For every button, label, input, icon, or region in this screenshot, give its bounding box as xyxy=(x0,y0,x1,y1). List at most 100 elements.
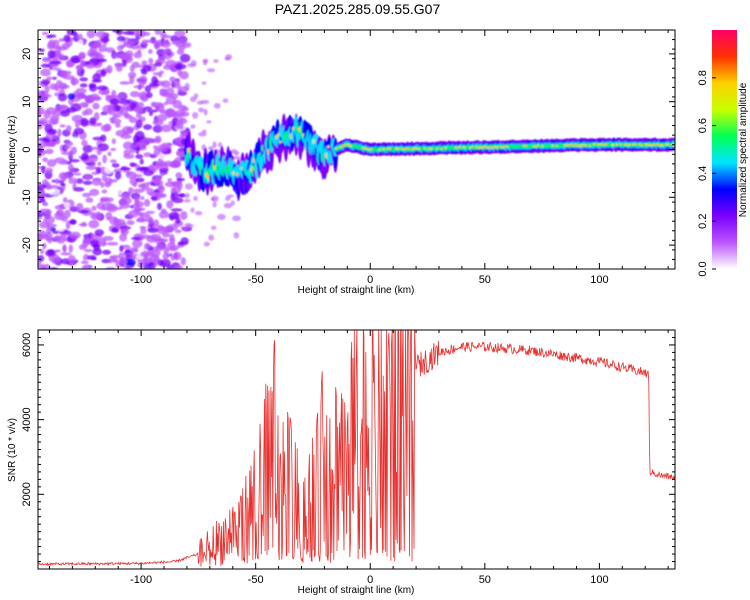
noise-blob xyxy=(102,249,111,255)
noise-blob xyxy=(97,122,103,126)
noise-blob xyxy=(210,225,217,230)
noise-blob xyxy=(100,69,107,76)
noise-blob xyxy=(129,75,135,85)
noise-blob xyxy=(97,161,102,166)
noise-blob xyxy=(68,244,74,253)
noise-blob xyxy=(102,241,107,246)
noise-blob xyxy=(166,242,176,249)
noise-blob xyxy=(139,225,147,230)
spectrogram-xlabel: Height of straight line (km) xyxy=(298,285,415,296)
noise-blob xyxy=(73,127,85,135)
noise-blob xyxy=(115,190,123,196)
noise-blob xyxy=(81,139,88,147)
noise-blob xyxy=(233,232,240,239)
noise-blob xyxy=(39,197,46,203)
noise-blob xyxy=(113,168,123,174)
noise-blob xyxy=(120,227,129,236)
noise-blob xyxy=(144,242,151,250)
noise-blob xyxy=(80,117,89,127)
snr-frame xyxy=(37,329,676,570)
noise-blob xyxy=(158,168,169,172)
noise-blob xyxy=(174,79,181,86)
noise-blob xyxy=(166,200,174,209)
noise-blob xyxy=(179,131,185,139)
noise-blob xyxy=(163,101,169,106)
noise-blob xyxy=(70,77,80,86)
spectrogram-ytick-label: 10 xyxy=(21,96,33,108)
noise-blob xyxy=(169,233,175,242)
noise-blob xyxy=(208,234,215,241)
noise-blob xyxy=(137,212,143,217)
noise-blob xyxy=(125,249,131,254)
noise-blob xyxy=(85,165,98,170)
noise-blob xyxy=(88,219,100,229)
noise-blob xyxy=(223,202,232,209)
noise-blob xyxy=(44,85,50,93)
noise-blob xyxy=(58,104,67,110)
noise-blob xyxy=(154,135,162,144)
noise-blob xyxy=(57,128,62,138)
noise-blob xyxy=(142,64,152,72)
noise-blob xyxy=(177,90,187,96)
noise-blob xyxy=(171,80,176,89)
noise-blob xyxy=(156,202,162,211)
snr-xlabel: Height of straight line (km) xyxy=(298,585,415,596)
spectrogram-xtick-label: 0 xyxy=(367,274,373,286)
noise-blob xyxy=(72,187,85,192)
noise-blob xyxy=(45,167,54,174)
noise-blob xyxy=(114,171,122,180)
noise-blob xyxy=(38,183,47,190)
noise-blob xyxy=(162,232,170,238)
noise-blob xyxy=(152,124,163,133)
noise-blob xyxy=(133,174,143,178)
noise-blob xyxy=(93,243,101,251)
noise-blob xyxy=(59,69,69,79)
noise-blob xyxy=(126,220,135,226)
noise-blob xyxy=(212,141,217,149)
noise-blob xyxy=(180,226,188,230)
noise-blob xyxy=(160,80,171,89)
noise-blob xyxy=(154,30,161,36)
noise-blob xyxy=(77,33,83,39)
noise-blob xyxy=(98,89,110,96)
noise-blob xyxy=(72,177,77,186)
noise-blob xyxy=(119,233,128,242)
noise-blob xyxy=(124,50,134,58)
noise-blob xyxy=(203,108,208,116)
noise-blob xyxy=(136,167,148,172)
noise-blob xyxy=(66,161,72,165)
noise-blob xyxy=(224,196,231,201)
noise-blob xyxy=(92,177,102,181)
noise-blob xyxy=(230,200,235,207)
noise-blob xyxy=(69,159,80,163)
noise-blob xyxy=(180,237,189,246)
noise-blob xyxy=(180,257,187,266)
noise-blob xyxy=(193,93,199,99)
noise-blob xyxy=(48,188,60,196)
noise-blob xyxy=(121,58,128,68)
noise-blob xyxy=(89,117,97,125)
snr-ytick-label: 6000 xyxy=(21,333,33,357)
noise-blob xyxy=(62,244,67,253)
noise-blob xyxy=(154,79,159,84)
noise-blob xyxy=(115,259,128,265)
noise-blob xyxy=(179,71,189,80)
noise-blob xyxy=(164,181,177,188)
noise-blob xyxy=(184,223,192,227)
noise-blob xyxy=(58,53,65,61)
noise-blob xyxy=(134,130,145,140)
noise-blob xyxy=(38,137,50,142)
noise-blob xyxy=(135,119,143,129)
noise-blob xyxy=(101,258,111,264)
noise-blob xyxy=(40,248,45,255)
colorbar-tick-label: 0.6 xyxy=(697,118,709,133)
noise-blob xyxy=(101,115,113,119)
noise-blob xyxy=(38,118,49,126)
noise-blob xyxy=(44,148,54,155)
noise-blob xyxy=(197,132,207,137)
noise-blob xyxy=(47,226,53,230)
noise-blob xyxy=(98,44,108,53)
noise-blob xyxy=(163,160,173,167)
noise-blob xyxy=(67,93,76,100)
